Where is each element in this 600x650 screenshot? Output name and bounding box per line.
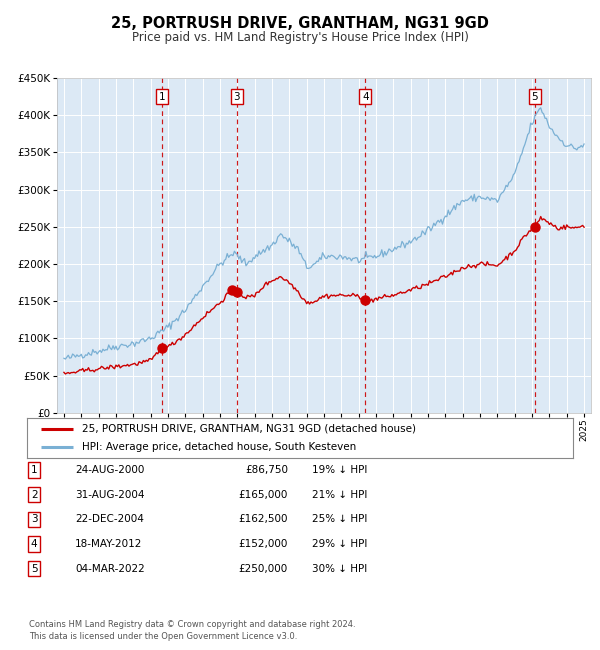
Text: 25, PORTRUSH DRIVE, GRANTHAM, NG31 9GD: 25, PORTRUSH DRIVE, GRANTHAM, NG31 9GD — [111, 16, 489, 31]
Text: 22-DEC-2004: 22-DEC-2004 — [75, 514, 144, 525]
Text: 25% ↓ HPI: 25% ↓ HPI — [312, 514, 367, 525]
Text: 1: 1 — [31, 465, 38, 475]
Text: 1: 1 — [158, 92, 165, 101]
Text: £250,000: £250,000 — [239, 564, 288, 574]
Text: 3: 3 — [233, 92, 240, 101]
Text: £162,500: £162,500 — [239, 514, 288, 525]
Text: 30% ↓ HPI: 30% ↓ HPI — [312, 564, 367, 574]
Text: Contains HM Land Registry data © Crown copyright and database right 2024.: Contains HM Land Registry data © Crown c… — [29, 620, 355, 629]
Text: 5: 5 — [532, 92, 538, 101]
Text: 3: 3 — [31, 514, 38, 525]
Text: 4: 4 — [362, 92, 368, 101]
Text: This data is licensed under the Open Government Licence v3.0.: This data is licensed under the Open Gov… — [29, 632, 297, 641]
Text: 21% ↓ HPI: 21% ↓ HPI — [312, 489, 367, 500]
Text: 04-MAR-2022: 04-MAR-2022 — [75, 564, 145, 574]
Text: 18-MAY-2012: 18-MAY-2012 — [75, 539, 142, 549]
Text: 19% ↓ HPI: 19% ↓ HPI — [312, 465, 367, 475]
Text: £165,000: £165,000 — [239, 489, 288, 500]
Text: Price paid vs. HM Land Registry's House Price Index (HPI): Price paid vs. HM Land Registry's House … — [131, 31, 469, 44]
Text: £86,750: £86,750 — [245, 465, 288, 475]
Text: 25, PORTRUSH DRIVE, GRANTHAM, NG31 9GD (detached house): 25, PORTRUSH DRIVE, GRANTHAM, NG31 9GD (… — [82, 424, 416, 434]
Text: 31-AUG-2004: 31-AUG-2004 — [75, 489, 145, 500]
Text: 5: 5 — [31, 564, 38, 574]
Text: 4: 4 — [31, 539, 38, 549]
Text: 2: 2 — [31, 489, 38, 500]
Text: 24-AUG-2000: 24-AUG-2000 — [75, 465, 145, 475]
Text: HPI: Average price, detached house, South Kesteven: HPI: Average price, detached house, Sout… — [82, 443, 356, 452]
Text: £152,000: £152,000 — [239, 539, 288, 549]
Text: 29% ↓ HPI: 29% ↓ HPI — [312, 539, 367, 549]
